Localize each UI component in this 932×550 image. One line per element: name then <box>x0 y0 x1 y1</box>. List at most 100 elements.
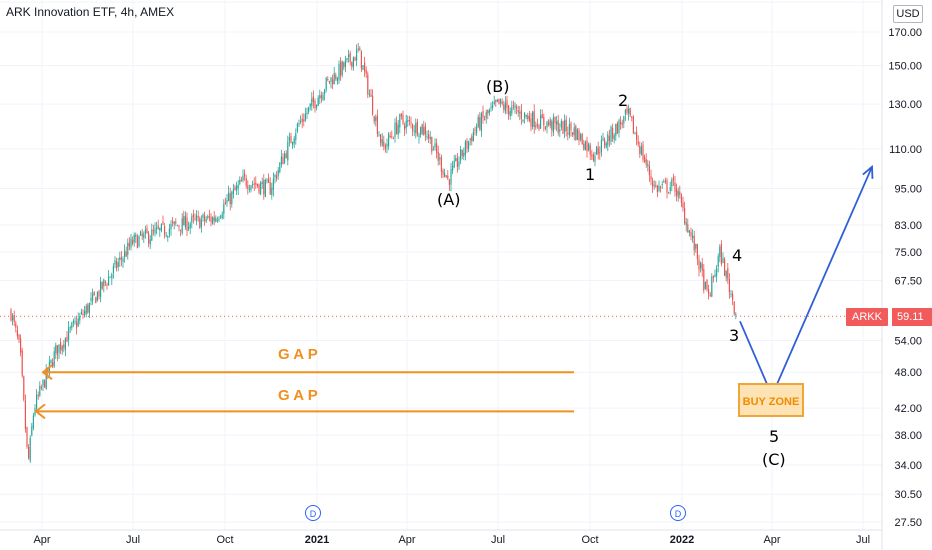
candle-body <box>618 120 620 133</box>
candle-body <box>164 225 166 235</box>
candle-body <box>173 221 175 225</box>
wave-label-2: 2 <box>618 91 629 110</box>
candle-body <box>616 123 618 134</box>
candle-body <box>408 120 410 122</box>
candle-body <box>114 260 116 265</box>
candle-body <box>248 188 250 190</box>
buy-zone-box: BUY ZONE <box>738 383 804 417</box>
candle-body <box>284 153 286 163</box>
candle-body <box>527 115 529 119</box>
candle-body <box>415 122 417 133</box>
x-tick-label: Apr <box>398 534 415 546</box>
candle-body <box>656 185 658 193</box>
candle-body <box>392 138 394 140</box>
candle-body <box>672 177 674 181</box>
candle-body <box>76 322 78 328</box>
candle-body <box>432 149 434 151</box>
candle-body <box>223 204 225 214</box>
candle-body <box>653 184 655 186</box>
candle-body <box>287 141 289 161</box>
candle-body <box>32 415 34 428</box>
candle-body <box>453 160 455 168</box>
candle-body <box>108 276 110 286</box>
wave-label-5: 5 <box>769 427 780 446</box>
candle-body <box>140 231 142 236</box>
candle-body <box>332 79 334 85</box>
candle-body <box>594 155 596 162</box>
candle-body <box>626 107 628 113</box>
candle-body <box>151 229 153 241</box>
candle-body <box>372 95 374 115</box>
candle-body <box>244 173 246 177</box>
candle-body <box>322 94 324 101</box>
candle-body <box>663 181 665 183</box>
candle-body <box>676 189 678 196</box>
candle-body <box>64 338 66 350</box>
candle-body <box>231 192 233 205</box>
candle-body <box>661 184 663 186</box>
candle-body <box>610 126 612 142</box>
candle-body <box>320 95 322 99</box>
candle-body <box>253 183 255 185</box>
candle-body <box>384 145 386 150</box>
candle-body <box>117 262 119 267</box>
candle-body <box>413 130 415 132</box>
candle-body <box>335 75 337 79</box>
x-tick-label: Apr <box>33 534 50 546</box>
candle-body <box>488 110 490 113</box>
wave-label-b: (B) <box>486 77 510 96</box>
candle-body <box>191 216 193 223</box>
candle-body <box>199 217 201 229</box>
candle-body <box>549 119 551 126</box>
chart-title: ARK Innovation ETF, 4h, AMEX <box>6 5 175 19</box>
y-tick-label: 27.50 <box>894 517 922 529</box>
candle-body <box>504 102 506 112</box>
candle-body <box>520 110 522 119</box>
x-tick-label: Apr <box>763 534 780 546</box>
candle-body <box>156 227 158 229</box>
candle-body <box>85 305 87 314</box>
candle-body <box>373 115 375 122</box>
candle-body <box>509 111 511 117</box>
candle-body <box>285 153 287 158</box>
time-axis[interactable]: Apr Jul Oct 2021 Apr Jul Oct 2022 Apr Jul <box>0 529 882 546</box>
candle-body <box>586 140 588 152</box>
candle-body <box>84 311 86 316</box>
candle-body <box>692 235 694 238</box>
candle-body <box>279 163 281 173</box>
candle-body <box>540 115 542 129</box>
candle-body <box>455 157 457 162</box>
candle-body <box>682 202 684 208</box>
candle-body <box>490 106 492 108</box>
candle-body <box>354 57 356 61</box>
candle-body <box>620 122 622 125</box>
candle-body <box>42 379 44 386</box>
dividend-event-icon[interactable]: D <box>670 505 686 521</box>
candle-body <box>687 224 689 233</box>
candle-body <box>52 362 54 367</box>
candle-body <box>304 113 306 121</box>
candle-body <box>82 313 84 316</box>
candle-body <box>106 284 108 286</box>
candle-body <box>183 216 185 226</box>
candle-body <box>631 116 633 119</box>
candle-body <box>709 294 711 296</box>
candle-body <box>349 53 351 62</box>
price-axis[interactable]: 170.00 150.00 130.00 110.00 95.00 83.00 75.00 6… <box>881 0 922 550</box>
candle-body <box>181 218 183 234</box>
candle-body <box>312 96 314 103</box>
dividend-event-icon[interactable]: D <box>305 505 321 521</box>
candle-body <box>476 126 478 133</box>
currency-button[interactable]: USD <box>893 5 923 23</box>
candle-body <box>90 298 92 301</box>
candle-body <box>399 114 401 128</box>
candle-body <box>237 184 239 189</box>
candle-body <box>576 129 578 141</box>
candle-body <box>93 291 95 296</box>
candle-body <box>463 152 465 157</box>
candle-body <box>624 110 626 115</box>
candle-body <box>703 269 705 291</box>
candle-body <box>500 99 502 104</box>
candle-body <box>645 159 647 165</box>
